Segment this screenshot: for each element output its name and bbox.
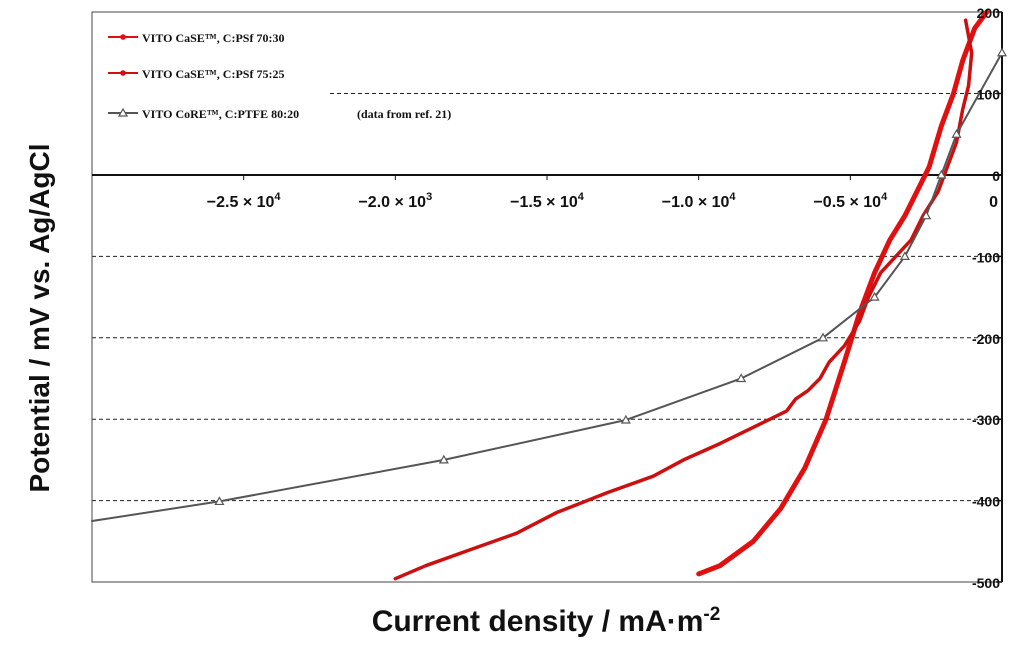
- series-line: [393, 18, 974, 581]
- data-point-triangle: [736, 373, 747, 383]
- legend-note: (data from ref. 21): [357, 107, 451, 121]
- series-line: [696, 9, 990, 577]
- x-axis-title: Current density / mA·m-2: [236, 604, 856, 639]
- data-point-triangle: [951, 129, 962, 138]
- data-point-triangle: [817, 332, 829, 342]
- y-axis-title: Potential / mV vs. Ag/AgCl: [24, 143, 55, 493]
- legend-label: VITO CaSE™, C:PSf 70:30: [142, 31, 284, 45]
- x-tick-label: 0: [989, 194, 998, 211]
- x-tick-label: −2.5 × 104: [207, 191, 282, 211]
- y-tick-label: -100: [972, 249, 1000, 265]
- data-point-triangle: [899, 251, 910, 260]
- data-point-triangle: [921, 210, 932, 220]
- y-tick-label: 0: [992, 168, 1000, 184]
- series-line: [91, 51, 1003, 522]
- data-point-triangle: [996, 47, 1008, 57]
- x-tick-label: −2.0 × 103: [358, 191, 432, 211]
- legend-label: VITO CaSE™, C:PSf 75:25: [142, 67, 284, 81]
- y-tick-label: -200: [972, 331, 1000, 347]
- legend-marker: [120, 34, 126, 40]
- data-point-triangle: [620, 414, 631, 424]
- legend-marker: [120, 70, 126, 76]
- x-axis-title-text: Current density / mA·m: [371, 605, 704, 638]
- legend-marker: [117, 107, 129, 117]
- ticks-layer: 200 100 0 -100 -200 -300 -400 -500 −2.5 × 104 −2.…: [207, 5, 1003, 591]
- y-tick-label: -300: [972, 412, 1000, 428]
- y-tick-label: 100: [977, 87, 1001, 103]
- x-tick-label: −0.5 × 104: [813, 191, 888, 211]
- data-point-triangle: [869, 291, 880, 301]
- x-axis-title-exponent: -2: [703, 604, 721, 625]
- data-point-triangle: [214, 496, 225, 506]
- series-layer: [91, 9, 1008, 581]
- legend-layer: VITO CaSE™, C:PSf 70:30 VITO CaSE™, C:PSf…: [108, 31, 451, 121]
- y-tick-label: 200: [977, 5, 1001, 21]
- x-tick-label: −1.0 × 104: [662, 191, 737, 211]
- legend-label: VITO CoRE™, C:PTFE 80:20: [142, 107, 299, 121]
- y-tick-label: -400: [972, 494, 1000, 510]
- y-tick-label: -500: [972, 575, 1000, 591]
- data-point-triangle: [438, 454, 449, 464]
- x-tick-label: −1.5 × 104: [510, 191, 585, 211]
- data-point-triangle: [936, 169, 947, 179]
